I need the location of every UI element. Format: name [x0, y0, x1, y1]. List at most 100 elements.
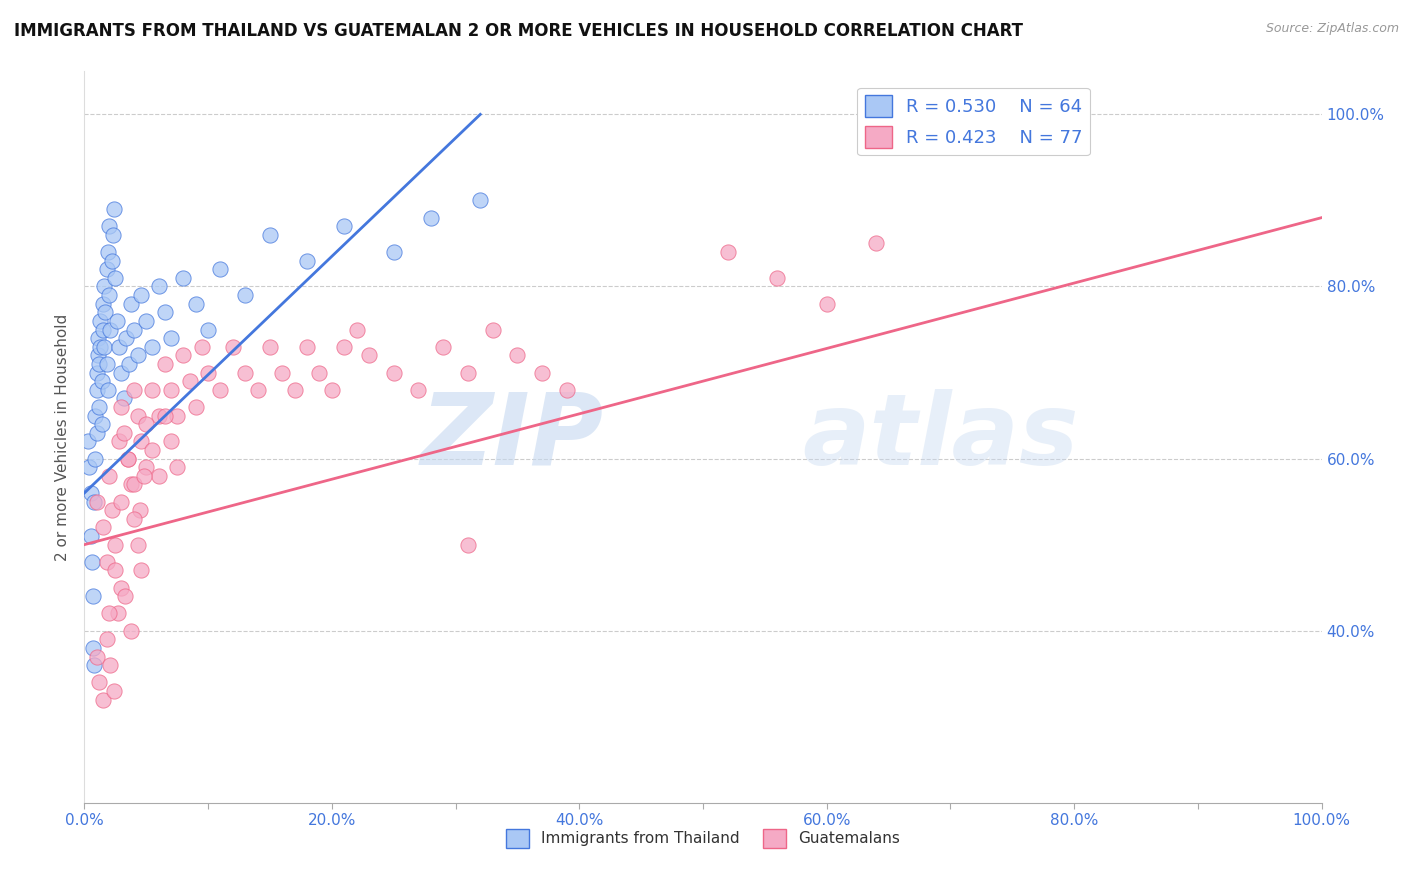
Point [94, 305, 117, 319]
Point [127, 409, 149, 423]
Point [284, 383, 307, 397]
Point [766, 271, 789, 285]
Point [96, 262, 118, 277]
Text: Source: ZipAtlas.com: Source: ZipAtlas.com [1265, 22, 1399, 36]
Point [166, 460, 188, 475]
Point [271, 366, 294, 380]
Point [91, 296, 114, 310]
Point [333, 219, 356, 234]
Point [87, 331, 110, 345]
Point [98, 658, 121, 673]
Point [184, 400, 207, 414]
Point [432, 340, 454, 354]
Point [112, 392, 135, 406]
Point [457, 366, 479, 380]
Point [555, 383, 578, 397]
Point [112, 425, 135, 440]
Point [97, 245, 120, 260]
Point [122, 322, 145, 336]
Point [82, 589, 104, 603]
Point [419, 211, 441, 225]
Point [79, 529, 101, 543]
Point [457, 538, 479, 552]
Point [91, 520, 114, 534]
Point [129, 288, 152, 302]
Point [127, 538, 149, 552]
Point [117, 451, 139, 466]
Point [98, 219, 121, 234]
Point [135, 417, 157, 432]
Point [97, 383, 120, 397]
Point [815, 296, 838, 310]
Point [160, 434, 183, 449]
Point [141, 383, 163, 397]
Point [83, 658, 105, 673]
Point [90, 374, 112, 388]
Point [184, 296, 207, 310]
Point [233, 288, 256, 302]
Point [89, 314, 111, 328]
Point [209, 383, 232, 397]
Point [103, 684, 125, 698]
Text: ZIP: ZIP [420, 389, 605, 485]
Point [101, 227, 124, 242]
Point [100, 503, 122, 517]
Point [86, 425, 108, 440]
Point [382, 245, 405, 260]
Point [246, 383, 269, 397]
Point [89, 340, 111, 354]
Point [135, 460, 157, 475]
Point [717, 245, 740, 260]
Point [129, 503, 152, 517]
Point [153, 305, 176, 319]
Point [84, 451, 107, 466]
Point [110, 366, 132, 380]
Point [259, 227, 281, 242]
Point [129, 434, 152, 449]
Point [89, 675, 111, 690]
Point [172, 271, 194, 285]
Point [86, 366, 108, 380]
Point [89, 400, 111, 414]
Point [259, 340, 281, 354]
Point [197, 366, 219, 380]
Point [98, 468, 121, 483]
Point [117, 451, 139, 466]
Point [308, 366, 330, 380]
Point [84, 409, 107, 423]
Point [179, 374, 201, 388]
Point [222, 340, 245, 354]
Point [160, 383, 183, 397]
Point [346, 322, 368, 336]
Point [148, 468, 170, 483]
Point [531, 366, 554, 380]
Point [197, 322, 219, 336]
Point [191, 340, 214, 354]
Point [148, 279, 170, 293]
Point [79, 460, 101, 475]
Point [233, 366, 256, 380]
Point [91, 692, 114, 706]
Legend: Immigrants from Thailand, Guatemalans: Immigrants from Thailand, Guatemalans [501, 822, 905, 854]
Point [86, 383, 108, 397]
Point [82, 640, 104, 655]
Point [120, 296, 142, 310]
Point [98, 322, 121, 336]
Point [141, 340, 163, 354]
Point [481, 322, 503, 336]
Point [110, 494, 132, 508]
Point [209, 262, 232, 277]
Point [129, 564, 152, 578]
Point [83, 494, 105, 508]
Point [127, 348, 149, 362]
Point [110, 400, 132, 414]
Point [382, 366, 405, 380]
Point [148, 409, 170, 423]
Point [108, 340, 131, 354]
Point [122, 512, 145, 526]
Point [135, 314, 157, 328]
Point [114, 589, 136, 603]
Point [166, 409, 188, 423]
Point [91, 322, 114, 336]
Point [93, 279, 115, 293]
